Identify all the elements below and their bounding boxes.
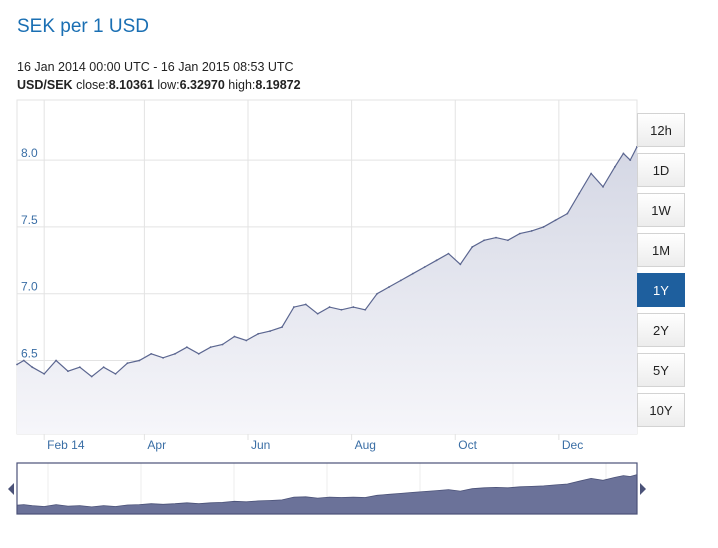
x-tick-label: Jun [251, 438, 270, 452]
data-point [245, 339, 248, 342]
data-point [629, 159, 632, 162]
ohlc-stats: USD/SEK close:8.10361 low:6.32970 high:8… [17, 78, 301, 92]
x-tick-label: Oct [458, 438, 477, 452]
data-point [16, 363, 18, 366]
high-label: high: [228, 78, 256, 92]
x-tick-label: Aug [355, 438, 376, 452]
data-point [31, 366, 34, 369]
data-point [67, 370, 69, 373]
data-point [483, 239, 486, 242]
data-point [257, 332, 260, 335]
navigator-right-handle[interactable] [640, 483, 646, 495]
range-button-1m[interactable]: 1M [637, 233, 685, 267]
data-point [542, 226, 545, 228]
data-point [221, 343, 224, 346]
data-point [292, 306, 295, 308]
close-label: close: [76, 78, 109, 92]
y-tick-label: 6.5 [21, 347, 38, 361]
range-button-12h[interactable]: 12h [637, 113, 685, 147]
x-tick-label: Apr [147, 438, 166, 452]
data-point [495, 236, 497, 239]
navigator-area [16, 474, 638, 515]
range-button-1d[interactable]: 1D [637, 153, 685, 187]
currency-pair: USD/SEK [17, 78, 73, 92]
data-point [459, 263, 462, 266]
low-label: low: [157, 78, 180, 92]
data-point [447, 252, 450, 255]
data-point [578, 192, 581, 195]
data-point [22, 359, 25, 362]
data-point [197, 352, 200, 355]
y-tick-label: 7.0 [21, 280, 38, 294]
data-point [269, 330, 271, 333]
data-point [411, 272, 414, 275]
data-point [554, 219, 557, 222]
data-point [388, 286, 390, 288]
data-point [340, 308, 343, 311]
data-point [435, 259, 438, 262]
data-point [90, 375, 93, 378]
data-point [423, 266, 426, 268]
range-button-5y[interactable]: 5Y [637, 353, 685, 387]
data-point [590, 172, 593, 175]
data-point [364, 308, 367, 311]
data-point [150, 352, 153, 355]
high-value: 8.19872 [255, 78, 301, 92]
data-point [316, 312, 319, 315]
data-point [209, 346, 212, 349]
data-point [399, 279, 402, 282]
close-value: 8.10361 [108, 78, 154, 92]
data-point [162, 356, 164, 359]
data-point [43, 372, 46, 375]
data-point [78, 366, 81, 369]
y-tick-label: 8.0 [21, 146, 38, 160]
data-point [328, 306, 331, 308]
data-point [185, 346, 188, 349]
data-point [126, 362, 129, 365]
data-point [352, 306, 355, 308]
x-tick-label: Dec [562, 438, 583, 452]
chart-title: SEK per 1 USD [17, 16, 149, 37]
data-point [174, 352, 176, 355]
data-point [138, 359, 141, 362]
navigator-left-handle[interactable] [8, 483, 14, 495]
data-point [102, 366, 105, 369]
data-point [304, 303, 307, 306]
data-point [602, 185, 604, 188]
data-point [507, 239, 509, 242]
low-value: 6.32970 [179, 78, 225, 92]
range-button-2y[interactable]: 2Y [637, 313, 685, 347]
data-point [566, 212, 569, 215]
range-button-10y[interactable]: 10Y [637, 393, 685, 427]
y-tick-label: 7.5 [21, 213, 38, 227]
range-button-1w[interactable]: 1W [637, 193, 685, 227]
navigator-window [16, 462, 638, 515]
range-button-group: 12h 1D 1W 1M 1Y 2Y 5Y 10Y [637, 113, 687, 433]
data-point [622, 152, 625, 155]
series-area [17, 146, 637, 435]
date-range-label: 16 Jan 2014 00:00 UTC - 16 Jan 2015 08:5… [17, 60, 294, 74]
x-tick-label: Feb 14 [47, 438, 85, 452]
data-point [518, 232, 521, 235]
data-point [55, 359, 57, 362]
data-point [281, 326, 283, 329]
data-point [114, 372, 117, 375]
data-point [471, 246, 474, 248]
data-point [376, 292, 379, 295]
data-point [614, 165, 616, 168]
data-point [530, 230, 533, 232]
data-point [233, 335, 236, 338]
range-button-1y[interactable]: 1Y [637, 273, 685, 307]
